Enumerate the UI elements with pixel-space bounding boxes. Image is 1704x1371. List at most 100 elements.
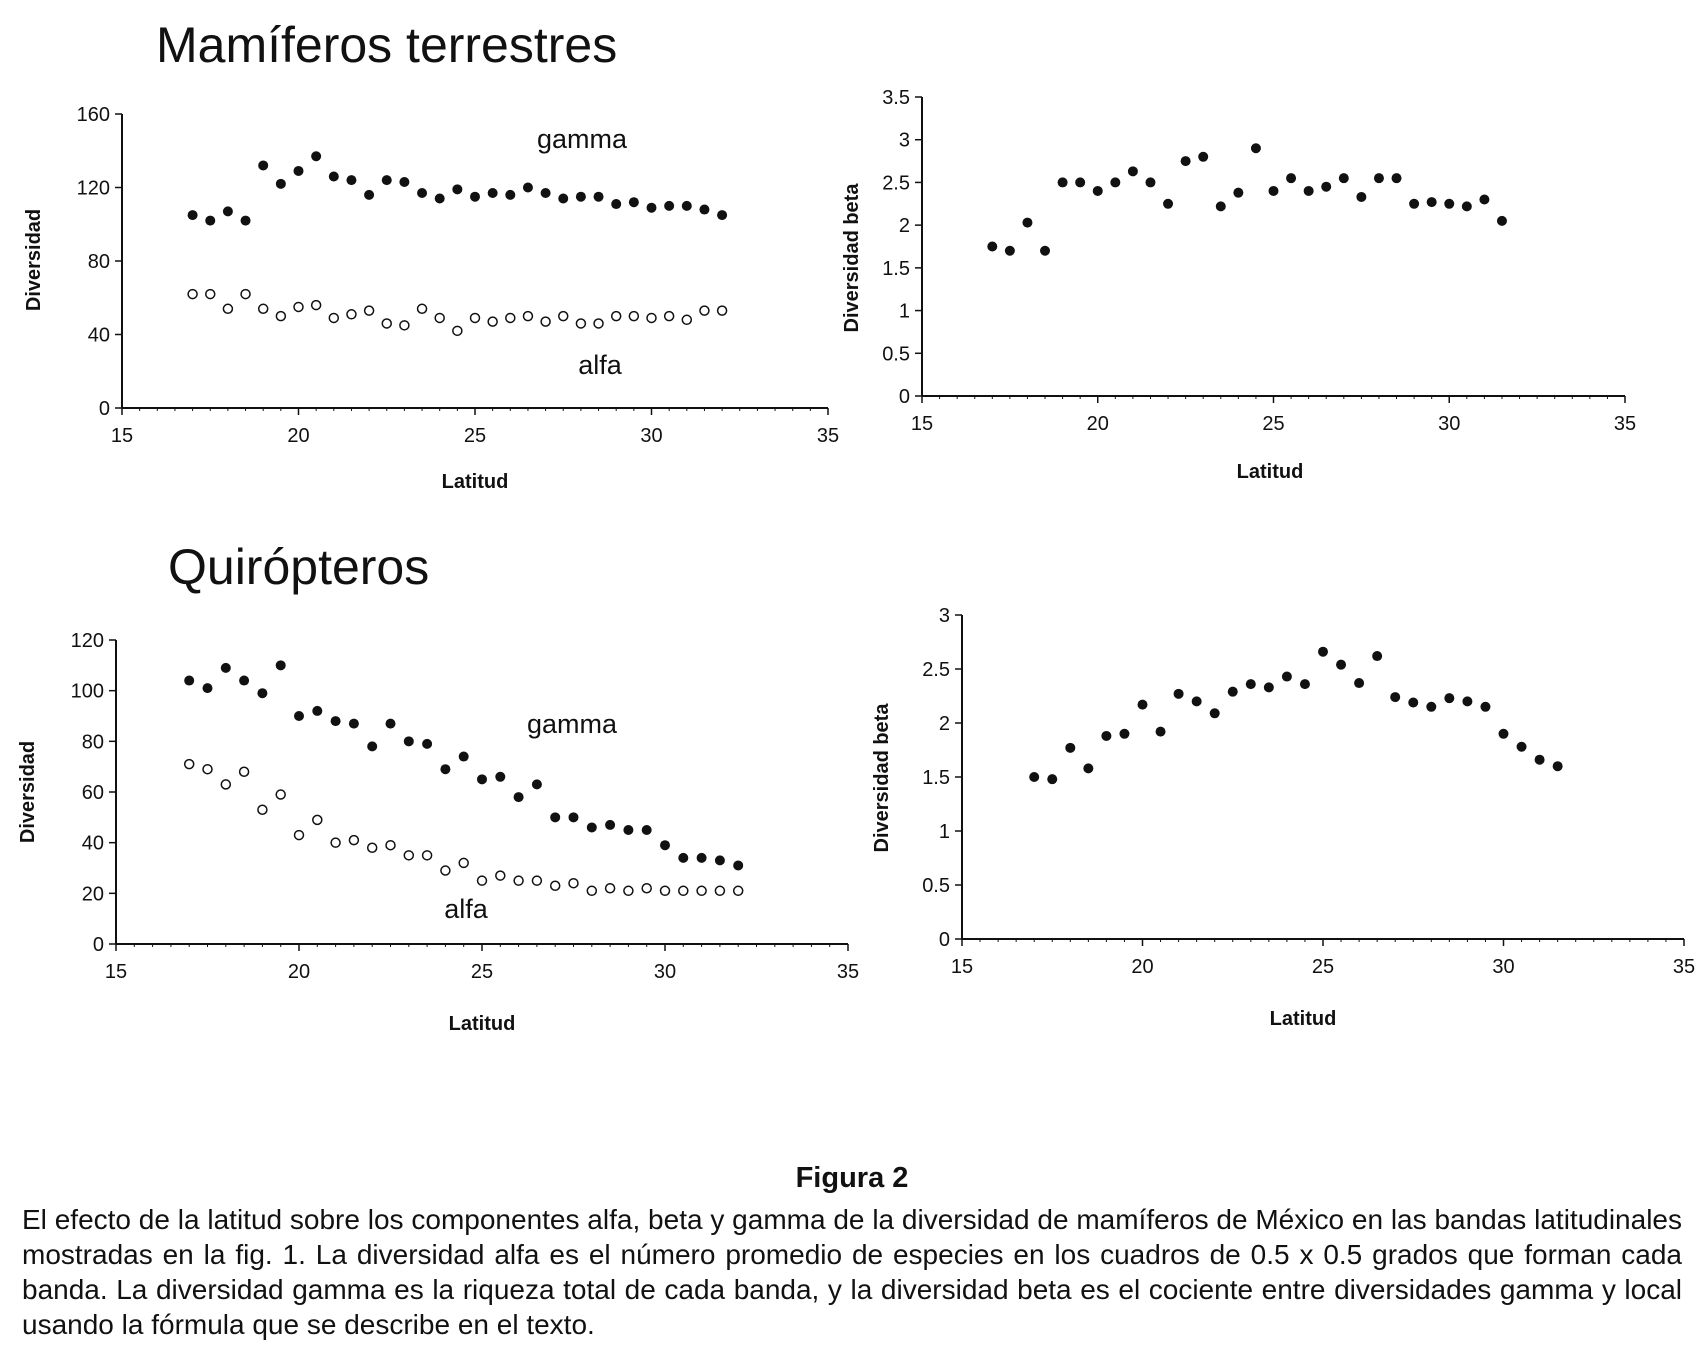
y-tick-label: 120 xyxy=(71,630,104,652)
point-alfa xyxy=(257,303,269,315)
point-gamma xyxy=(540,188,551,199)
point-beta xyxy=(1390,692,1401,703)
point-gamma xyxy=(257,688,268,699)
point-beta xyxy=(1110,177,1121,188)
point-beta xyxy=(1373,173,1384,184)
y-tick-label: 2.5 xyxy=(882,172,910,194)
point-gamma xyxy=(470,191,480,202)
x-tick-label: 35 xyxy=(817,425,839,447)
point-gamma xyxy=(239,675,250,686)
point-alfa xyxy=(678,885,689,897)
point-alfa xyxy=(540,316,551,327)
point-beta xyxy=(1163,198,1174,209)
y-tick-label: 1.5 xyxy=(922,767,950,789)
x-tick-label: 35 xyxy=(1614,413,1636,435)
point-gamma xyxy=(717,210,728,221)
point-alfa xyxy=(716,305,728,316)
point-gamma xyxy=(205,215,216,226)
chart-terrestrial-diversity: 15 20 25 30 35 0 40 80 120 160 Latitud Diversidad ga… xyxy=(23,104,839,493)
point-alfa xyxy=(558,310,569,322)
point-beta xyxy=(987,241,998,252)
point-alfa xyxy=(458,857,469,869)
point-beta xyxy=(1057,177,1068,188)
annotation-gamma: gamma xyxy=(537,124,628,154)
point-alfa xyxy=(505,312,516,324)
x-tick-label: 25 xyxy=(1312,956,1334,978)
point-gamma xyxy=(696,852,707,863)
point-beta xyxy=(1498,728,1509,739)
point-gamma xyxy=(681,200,692,211)
point-beta xyxy=(1191,696,1202,707)
point-gamma xyxy=(522,182,533,193)
point-alfa xyxy=(240,288,251,300)
point-alfa xyxy=(366,842,378,853)
y-axis-label: Diversidad beta xyxy=(841,183,863,333)
point-gamma xyxy=(422,738,433,749)
point-beta xyxy=(1356,191,1367,202)
point-beta xyxy=(1444,693,1455,704)
point-beta xyxy=(1198,151,1209,162)
point-gamma xyxy=(605,819,616,830)
figure-caption: El efecto de la latitud sobre los compon… xyxy=(22,1204,1682,1340)
point-alfa xyxy=(328,312,340,324)
point-beta xyxy=(1480,701,1491,712)
point-alfa xyxy=(330,837,341,848)
point-gamma xyxy=(440,764,451,775)
point-beta xyxy=(1145,177,1156,188)
annotation-alfa: alfa xyxy=(444,894,489,924)
point-beta xyxy=(1250,143,1261,154)
point-beta xyxy=(1286,173,1297,184)
point-alfa xyxy=(586,885,598,897)
y-tick-label: 80 xyxy=(88,251,110,273)
point-alfa xyxy=(699,305,710,316)
point-alfa xyxy=(293,301,304,313)
point-beta xyxy=(1534,754,1545,765)
point-gamma xyxy=(187,210,198,221)
point-alfa xyxy=(593,318,604,329)
point-alfa xyxy=(312,814,323,826)
point-beta xyxy=(1209,708,1220,719)
point-gamma xyxy=(699,204,710,215)
x-tick-label: 25 xyxy=(1262,413,1284,435)
point-beta xyxy=(1155,726,1166,737)
point-beta xyxy=(1281,671,1292,682)
point-beta xyxy=(1022,217,1033,228)
point-gamma xyxy=(348,718,359,729)
point-alfa xyxy=(440,865,451,876)
point-gamma xyxy=(568,812,579,823)
point-beta xyxy=(1233,187,1244,198)
point-beta xyxy=(1318,646,1328,657)
point-alfa xyxy=(522,310,534,322)
point-alfa xyxy=(714,885,726,897)
point-alfa xyxy=(732,885,744,897)
point-beta xyxy=(1461,201,1472,212)
point-alfa xyxy=(452,325,463,337)
point-beta xyxy=(1245,679,1256,690)
point-alfa xyxy=(610,310,622,322)
point-gamma xyxy=(381,175,392,186)
point-gamma xyxy=(495,771,506,782)
point-gamma xyxy=(575,191,586,202)
point-alfa xyxy=(238,766,250,777)
point-gamma xyxy=(275,660,286,671)
point-gamma xyxy=(202,683,213,694)
chart-bats-diversity: 15 20 25 30 35 0 20 40 60 80 100 120 Latitud Diversid… xyxy=(17,630,859,1035)
point-beta xyxy=(1462,696,1473,707)
point-gamma xyxy=(311,151,322,162)
point-beta xyxy=(1336,659,1347,670)
point-alfa xyxy=(310,299,322,311)
chart-bats-beta: 15 20 25 30 35 0 0.5 1 1.5 2 2.5 3 Latitud Diversidad… xyxy=(871,605,1695,1030)
y-tick-label: 0 xyxy=(899,386,910,408)
y-tick-label: 100 xyxy=(71,681,104,703)
point-gamma xyxy=(222,206,233,217)
point-gamma xyxy=(623,825,634,835)
y-axis-label: Diversidad xyxy=(17,741,39,843)
point-alfa xyxy=(549,880,561,891)
annotation-alfa: alfa xyxy=(578,350,623,380)
point-alfa xyxy=(399,320,410,331)
point-gamma xyxy=(628,197,639,208)
point-alfa xyxy=(623,885,634,897)
x-tick-label: 15 xyxy=(111,425,133,447)
point-alfa xyxy=(257,804,268,815)
annotation-gamma: gamma xyxy=(527,709,618,739)
